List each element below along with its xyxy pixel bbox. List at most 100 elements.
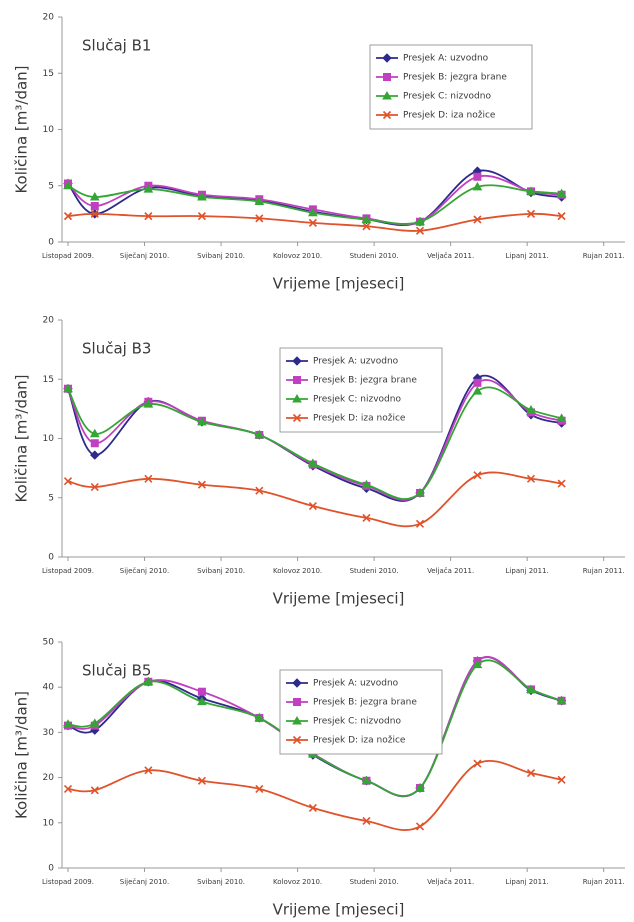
data-point xyxy=(473,759,482,768)
data-point xyxy=(90,483,99,492)
x-axis-title: Vrijeme [mjeseci] xyxy=(273,590,405,608)
legend-label: Presjek D: iza nožice xyxy=(403,111,496,121)
x-tick-label: Lipanj 2011. xyxy=(506,252,549,260)
data-point xyxy=(361,479,372,489)
legend-marker xyxy=(382,90,392,100)
y-tick-label: 20 xyxy=(43,773,55,783)
data-point xyxy=(361,214,372,223)
data-point xyxy=(308,501,317,511)
data-point xyxy=(63,180,73,190)
x-tick-label: Svibanj 2010. xyxy=(197,878,245,886)
y-axis-title: Količina [m³/dan] xyxy=(13,65,31,193)
data-point xyxy=(89,191,100,201)
x-tick-label: Siječanj 2010. xyxy=(120,252,169,260)
legend-label: Presjek C: nizvodno xyxy=(403,92,491,102)
data-point xyxy=(89,718,100,727)
data-point xyxy=(526,474,536,483)
data-point xyxy=(254,712,265,722)
x-tick-label: Rujan 2011. xyxy=(583,878,625,886)
data-point xyxy=(255,486,264,495)
x-tick-label: Studeni 2010. xyxy=(350,252,399,260)
chart-title: Slučaj B5 xyxy=(82,662,151,680)
data-point xyxy=(361,775,372,785)
x-axis-title: Vrijeme [mjeseci] xyxy=(273,901,405,919)
chart-title: Slučaj B1 xyxy=(82,37,151,55)
data-point xyxy=(197,480,206,489)
legend-label: Presjek D: iza nožice xyxy=(313,414,406,424)
legend-marker xyxy=(292,735,302,745)
data-point xyxy=(526,684,536,693)
legend-label: Presjek D: iza nožice xyxy=(313,736,406,746)
series-line xyxy=(67,760,562,831)
y-tick-label: 5 xyxy=(48,181,54,191)
y-axis-title: Količina [m³/dan] xyxy=(13,374,31,502)
data-point xyxy=(90,202,99,210)
data-point xyxy=(556,695,567,705)
data-point xyxy=(362,816,371,826)
data-point xyxy=(415,519,425,528)
data-point xyxy=(415,226,425,235)
data-point xyxy=(143,184,154,193)
y-tick-label: 5 xyxy=(48,493,54,503)
y-tick-label: 30 xyxy=(43,728,55,738)
series-line xyxy=(67,471,562,528)
data-point xyxy=(308,458,318,467)
data-point xyxy=(526,769,536,778)
data-point xyxy=(308,803,317,812)
series-line xyxy=(67,659,562,797)
data-point xyxy=(254,429,265,439)
data-point xyxy=(89,428,100,438)
legend-marker xyxy=(383,73,391,81)
data-point xyxy=(362,222,371,231)
series-line xyxy=(67,212,562,232)
data-point xyxy=(472,659,483,669)
legend-marker xyxy=(292,678,302,688)
data-point xyxy=(526,209,536,218)
x-tick-label: Listopad 2009. xyxy=(42,878,94,886)
legend-marker xyxy=(292,356,302,366)
data-point xyxy=(362,513,371,522)
y-tick-label: 0 xyxy=(48,238,54,248)
legend-label: Presjek B: jezgra brane xyxy=(313,376,417,386)
data-point xyxy=(90,439,99,448)
x-tick-label: Lipanj 2011. xyxy=(506,878,549,886)
y-tick-label: 0 xyxy=(48,553,54,563)
data-point xyxy=(473,215,482,224)
data-point xyxy=(197,687,206,696)
data-point xyxy=(63,719,73,728)
x-tick-label: Kolovoz 2010. xyxy=(273,567,322,575)
data-point xyxy=(526,405,536,414)
data-point xyxy=(63,477,73,486)
data-point xyxy=(90,209,99,218)
legend-label: Presjek C: nizvodno xyxy=(313,395,401,405)
data-point xyxy=(557,775,566,784)
y-tick-label: 10 xyxy=(43,125,55,135)
data-point xyxy=(197,212,206,221)
legend-label: Presjek B: jezgra brane xyxy=(403,73,507,83)
data-point xyxy=(415,822,425,831)
data-point xyxy=(473,172,482,181)
legend-marker xyxy=(293,698,301,706)
y-tick-label: 50 xyxy=(43,638,55,648)
data-point xyxy=(526,186,536,195)
x-tick-label: Studeni 2010. xyxy=(350,878,399,886)
series-line xyxy=(67,379,562,501)
x-tick-label: Siječanj 2010. xyxy=(120,567,169,575)
x-tick-label: Kolovoz 2010. xyxy=(273,252,322,260)
data-point xyxy=(197,191,207,201)
x-tick-label: Svibanj 2010. xyxy=(197,567,245,575)
legend-marker xyxy=(292,413,302,423)
data-point xyxy=(473,378,482,387)
data-point xyxy=(472,181,483,191)
y-tick-label: 0 xyxy=(48,864,54,874)
legend-label: Presjek B: jezgra brane xyxy=(313,698,417,708)
legend-label: Presjek A: uzvodno xyxy=(313,357,399,367)
legend-marker xyxy=(292,715,302,725)
y-tick-label: 15 xyxy=(43,69,54,79)
data-point xyxy=(556,188,567,198)
data-point xyxy=(90,786,99,795)
x-tick-label: Listopad 2009. xyxy=(42,252,94,260)
x-tick-label: Studeni 2010. xyxy=(350,567,399,575)
x-tick-label: Veljača 2011. xyxy=(427,567,474,575)
data-point xyxy=(415,216,425,226)
